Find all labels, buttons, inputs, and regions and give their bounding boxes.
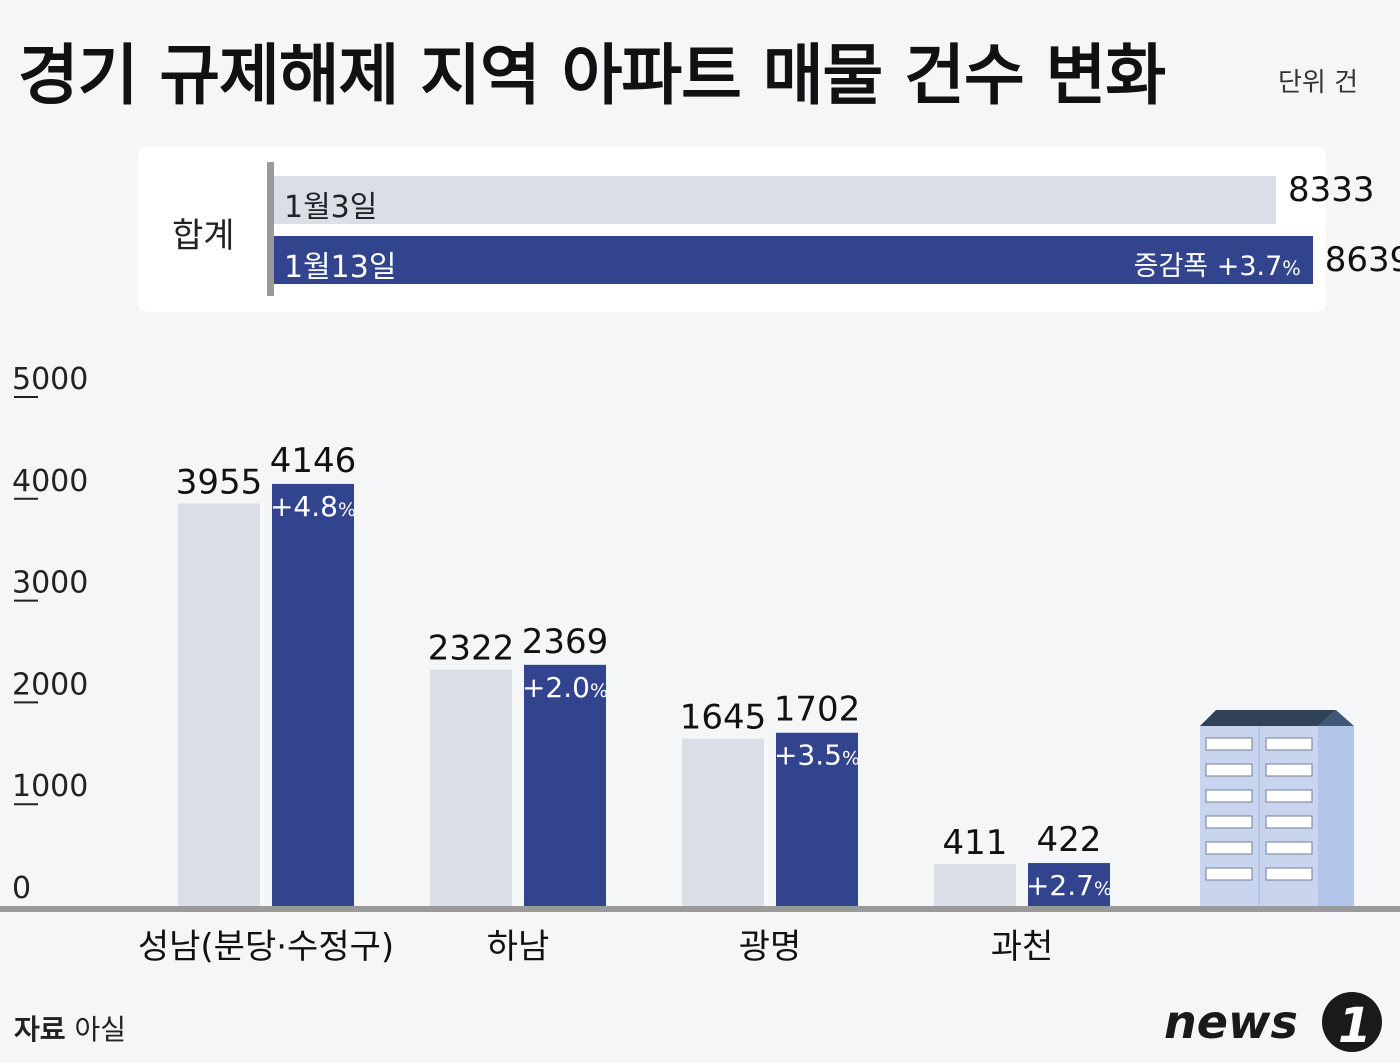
bar-jan3 [934,864,1016,906]
summary-axis [267,162,274,296]
category-label: 하남 [487,927,550,967]
data-label-jan13: 2369 [522,622,609,662]
change-label: +4.8% [270,490,356,523]
y-tick-label: 5000 [12,362,88,397]
building-window [1205,841,1253,855]
building-window [1265,841,1313,855]
news1-logo: news 1 [1164,992,1382,1054]
bar-jan13 [1028,863,1110,906]
source-credit: 자료 아실 [14,1013,126,1046]
building-window [1265,737,1313,751]
summary-change: 증감폭 +3.7% [1133,251,1301,282]
building-window [1265,815,1313,829]
bar-jan13 [272,483,354,906]
building-window [1205,867,1253,881]
svg-text:1: 1 [1338,998,1371,1054]
y-tick-label: 3000 [12,566,88,601]
category-label: 성남(분당·수정구) [138,927,394,967]
chart-title: 경기 규제해제 지역 아파트 매물 건수 변화 [18,37,1166,114]
summary-value-jan3: 8333 [1288,170,1375,210]
building-window [1265,789,1313,803]
svg-text:news: news [1164,995,1298,1049]
bar-jan3 [682,738,764,906]
bar-jan3 [430,669,512,906]
data-label-jan13: 1702 [774,690,861,730]
data-label-jan3: 2322 [428,629,515,669]
data-label-jan3: 1645 [680,698,767,738]
building-side [1318,726,1354,906]
data-label-jan13: 422 [1037,820,1102,860]
unit-label: 단위 건 [1277,68,1358,98]
category-label: 과천 [991,927,1054,967]
x-axis-baseline [0,906,1400,912]
y-tick-label: 4000 [12,464,88,499]
bar-jan3 [178,503,260,906]
summary-bar-date: 1월3일 [284,190,378,225]
bar-jan13 [524,664,606,906]
data-label-jan3: 3955 [176,462,263,502]
summary-value-jan13: 8639 [1324,240,1400,280]
y-tick-label: 1000 [12,769,88,804]
summary-bar-jan13: 1월13일 증감폭 +3.7% [274,236,1313,285]
building-window [1265,867,1313,881]
data-label-jan3: 411 [943,823,1008,863]
y-tick-label: 0 [12,871,31,906]
building-window [1205,815,1253,829]
summary-bar-jan3: 1월3일 [274,176,1276,225]
building-roof [1200,710,1336,726]
building-roof-side [1318,710,1354,726]
building-window [1265,763,1313,777]
building-window [1205,737,1253,751]
data-label-jan13: 4146 [270,441,357,481]
change-label: +3.5% [774,739,860,772]
building-window [1205,789,1253,803]
bar-jan13 [776,732,858,906]
category-label: 광명 [739,927,802,967]
summary-bar-date: 1월13일 [284,250,397,285]
y-tick-label: 2000 [12,667,88,702]
summary-panel: 합계 1월3일 8333 1월13일 증감폭 +3.7% 8639 [138,146,1400,312]
summary-label: 합계 [172,216,235,256]
building-window [1205,763,1253,777]
